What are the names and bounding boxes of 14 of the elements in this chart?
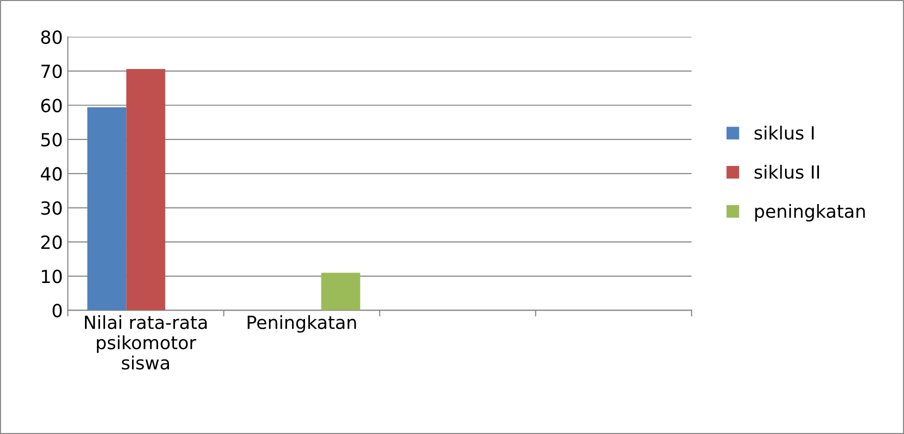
legend-label: peningkatan	[755, 204, 865, 222]
legend-label: siklus II	[754, 164, 819, 179]
y-tick-label: 20	[41, 235, 62, 250]
y-tick-label: 50	[41, 132, 62, 147]
legend-label: siklus I	[754, 126, 814, 140]
y-tick-label: 60	[41, 98, 62, 112]
y-tick-label: 10	[42, 270, 62, 284]
y-tick-label: 0	[52, 304, 62, 318]
y-tick-label: 30	[41, 201, 62, 215]
x-tick-label: Nilai rata-rata psikomotor siswa	[84, 315, 207, 370]
y-tick-label: 40	[40, 167, 62, 181]
x-tick-label: Peningkatan	[248, 315, 356, 333]
y-tick-label: 70	[41, 64, 62, 78]
y-tick-label: 80	[41, 30, 62, 44]
